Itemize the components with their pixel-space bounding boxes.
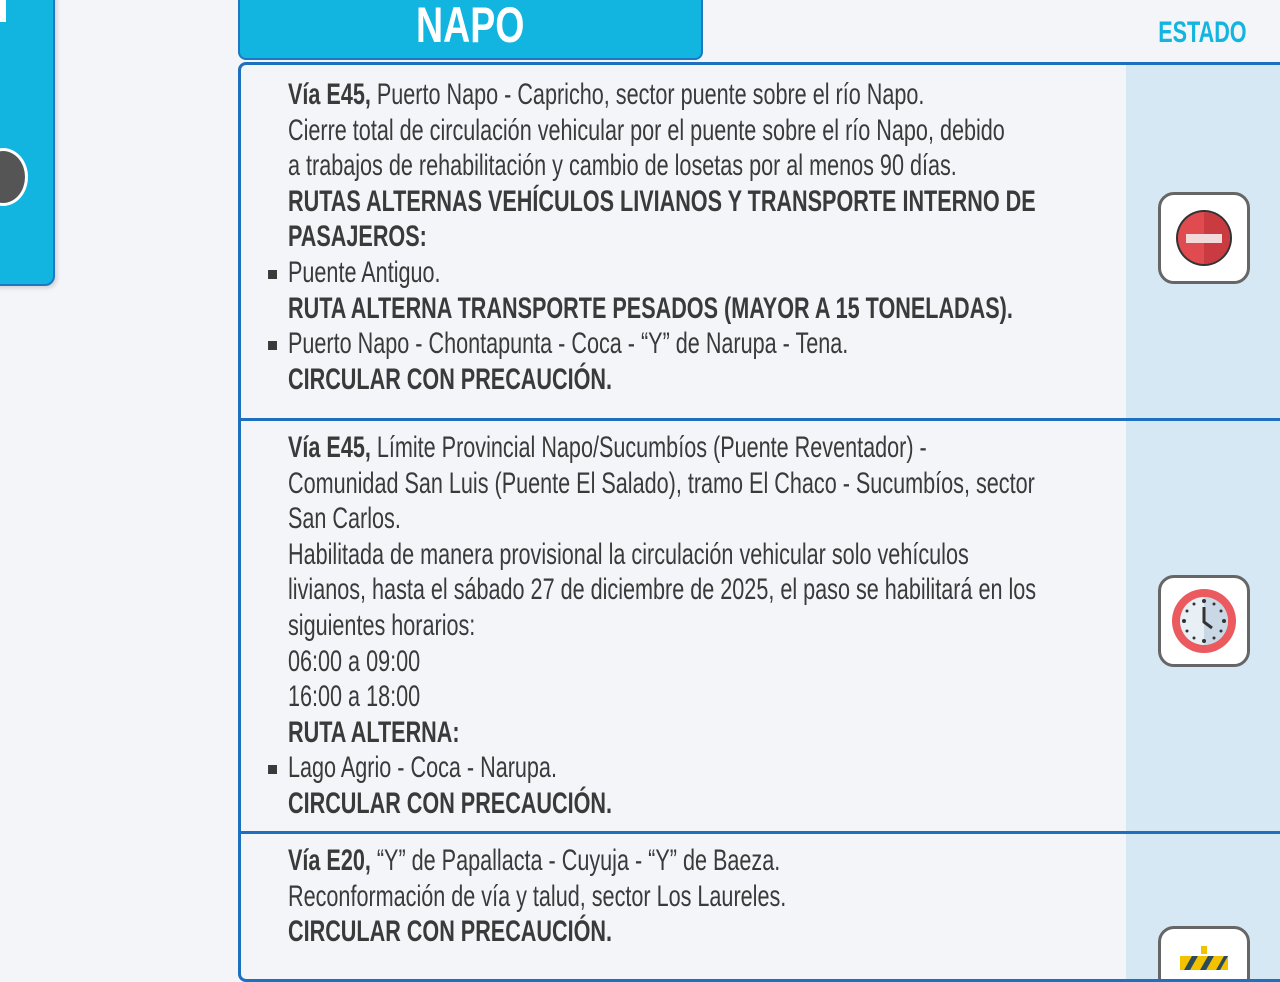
text: 16:00 a 18:00 [288, 680, 421, 714]
text: Puente Antiguo. [288, 255, 441, 289]
bullet-icon [268, 341, 277, 351]
road-status-table: Vía E45, Puerto Napo - Capricho, sector … [238, 62, 1280, 982]
description-line: Lago Agrio - Coca - Narupa. [268, 750, 1036, 786]
description-line: Cierre total de circulación vehicular po… [288, 113, 1036, 149]
description-line: livianos, hasta el sábado 27 de diciembr… [288, 572, 1036, 608]
table-row: Vía E20, “Y” de Papallacta - Cuyuja - “Y… [241, 831, 1280, 979]
clock-icon [1158, 574, 1250, 667]
description-line: San Carlos. [288, 501, 1036, 537]
description-line: Vía E45, Puerto Napo - Capricho, sector … [288, 77, 1036, 113]
text: a trabajos de rehabilitación y cambio de… [288, 149, 957, 183]
description-line: 06:00 a 09:00 [288, 644, 1036, 680]
description-line: Comunidad San Luis (Puente El Salado), t… [288, 466, 1036, 502]
description-line: Puente Antiguo. [268, 255, 1036, 291]
bullet-icon [268, 269, 277, 279]
row-description: Vía E20, “Y” de Papallacta - Cuyuja - “Y… [288, 843, 980, 950]
province-title: NAPO [416, 0, 525, 53]
bullet-icon [268, 765, 277, 775]
description-line: RUTA ALTERNA: [288, 715, 1036, 751]
text: Reconformación de vía y talud, sector Lo… [288, 879, 787, 913]
bold-text: CIRCULAR CON PRECAUCIÓN. [288, 915, 612, 949]
description-line: Vía E45, Límite Provincial Napo/Sucumbío… [288, 430, 1036, 466]
status-heading: ESTADO [1140, 16, 1265, 50]
table-row: Vía E45, Límite Provincial Napo/Sucumbío… [241, 418, 1280, 834]
table-row: Vía E45, Puerto Napo - Capricho, sector … [241, 65, 1280, 421]
description-line: 16:00 a 18:00 [288, 679, 1036, 715]
text: Límite Provincial Napo/Sucumbíos (Puente… [370, 431, 927, 464]
row-description: Vía E45, Límite Provincial Napo/Sucumbío… [268, 430, 1280, 822]
road-work-barrier-icon [1158, 926, 1250, 979]
bold-text: Vía E20, [288, 844, 371, 877]
text: Cierre total de circulación vehicular po… [288, 113, 1005, 147]
description-line: Reconformación de vía y talud, sector Lo… [288, 879, 786, 915]
description-line: CIRCULAR CON PRECAUCIÓN. [288, 362, 1036, 398]
bold-text: RUTA ALTERNA TRANSPORTE PESADOS (MAYOR A… [288, 291, 1013, 325]
bold-text: CIRCULAR CON PRECAUCIÓN. [288, 362, 612, 396]
circle-icon [0, 148, 28, 206]
text: Habilitada de manera provisional la circ… [288, 537, 969, 571]
description-line: CIRCULAR CON PRECAUCIÓN. [288, 786, 1036, 822]
side-panel [0, 0, 55, 286]
description-line: PASAJEROS: [288, 219, 1036, 255]
status-heading-label: ESTADO [1158, 16, 1247, 49]
text: Lago Agrio - Coca - Narupa. [288, 751, 557, 785]
text: siguientes horarios: [288, 608, 476, 642]
row-description: Vía E45, Puerto Napo - Capricho, sector … [268, 77, 1280, 398]
description-line: Habilitada de manera provisional la circ… [288, 537, 1036, 573]
description-line: Puerto Napo - Chontapunta - Coca - “Y” d… [268, 326, 1036, 362]
text: San Carlos. [288, 502, 401, 536]
description-line: Vía E20, “Y” de Papallacta - Cuyuja - “Y… [288, 843, 786, 879]
bold-text: Vía E45, [288, 78, 371, 111]
text: 06:00 a 09:00 [288, 644, 421, 678]
text: Puerto Napo - Chontapunta - Coca - “Y” d… [288, 327, 849, 361]
text: Puerto Napo - Capricho, sector puente so… [370, 78, 925, 111]
description-line: RUTA ALTERNA TRANSPORTE PESADOS (MAYOR A… [288, 291, 1036, 327]
no-entry-icon [1158, 191, 1250, 284]
province-header: NAPO [238, 0, 703, 60]
bold-text: CIRCULAR CON PRECAUCIÓN. [288, 786, 612, 820]
text: “Y” de Papallacta - Cuyuja - “Y” de Baez… [370, 844, 781, 877]
description-line: a trabajos de rehabilitación y cambio de… [288, 148, 1036, 184]
bold-text: Vía E45, [288, 431, 371, 464]
text: Comunidad San Luis (Puente El Salado), t… [288, 466, 1035, 500]
panel-glyph [0, 0, 6, 22]
bold-text: RUTAS ALTERNAS VEHÍCULOS LIVIANOS Y TRAN… [288, 184, 1036, 218]
description-line: siguientes horarios: [288, 608, 1036, 644]
description-line: RUTAS ALTERNAS VEHÍCULOS LIVIANOS Y TRAN… [288, 184, 1036, 220]
text: livianos, hasta el sábado 27 de diciembr… [288, 573, 1037, 607]
bold-text: RUTA ALTERNA: [288, 715, 460, 749]
bold-text: PASAJEROS: [288, 220, 427, 254]
description-line: CIRCULAR CON PRECAUCIÓN. [288, 914, 786, 950]
